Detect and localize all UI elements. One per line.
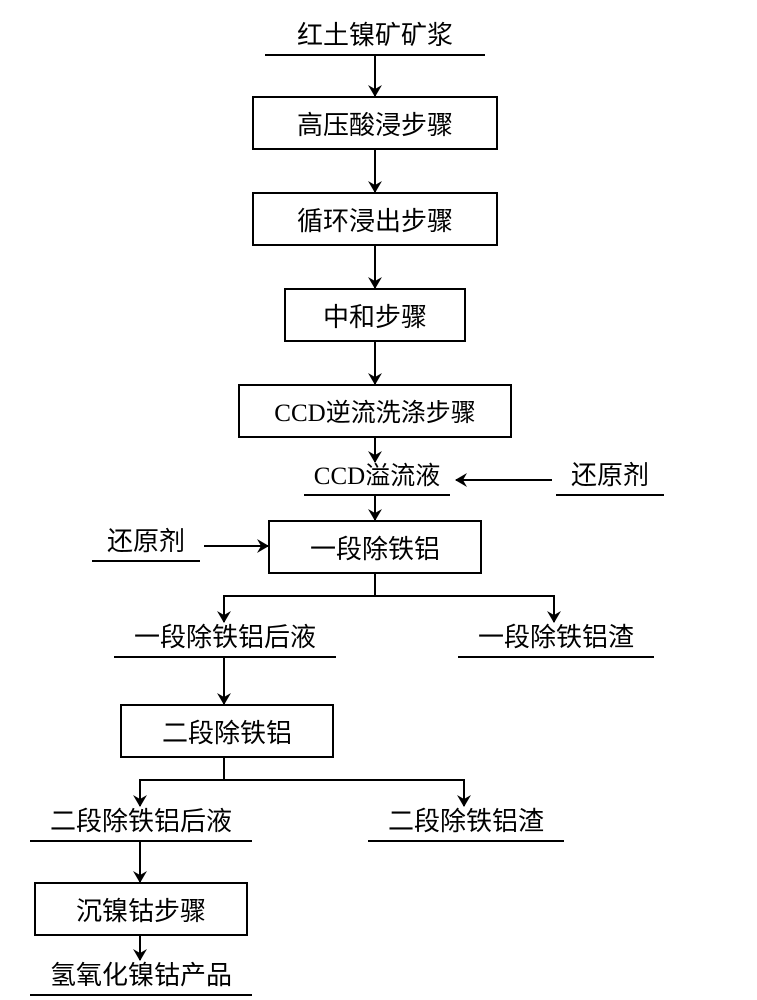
node-acid-leach-step: 高压酸浸步骤 — [252, 96, 498, 150]
node-cycle-leach-step: 循环浸出步骤 — [252, 192, 498, 246]
node-label: 沉镍钴步骤 — [76, 891, 206, 928]
node-label: 一段除铁铝后液 — [134, 617, 316, 654]
node-label: 还原剂 — [107, 521, 185, 558]
node-fe1-liquor: 一段除铁铝后液 — [114, 622, 336, 658]
node-nico-precip-step: 沉镍钴步骤 — [34, 882, 248, 936]
flowchart-canvas: 红土镍矿矿浆 高压酸浸步骤 循环浸出步骤 中和步骤 CCD逆流洗涤步骤 CCD溢… — [0, 0, 757, 1000]
node-label: 二段除铁铝渣 — [388, 801, 544, 838]
node-label: 氢氧化镍钴产品 — [50, 955, 232, 992]
node-fe2-slag: 二段除铁铝渣 — [368, 806, 564, 842]
node-label: 还原剂 — [571, 455, 649, 492]
node-label: 一段除铁铝渣 — [478, 617, 634, 654]
node-ccd-overflow: CCD溢流液 — [304, 462, 450, 496]
node-label: 一段除铁铝 — [310, 529, 440, 566]
node-label: 二段除铁铝 — [162, 713, 292, 750]
node-label: CCD逆流洗涤步骤 — [274, 393, 475, 429]
node-fe-al-removal-2: 二段除铁铝 — [120, 704, 334, 758]
node-reductant-left: 还原剂 — [92, 528, 200, 562]
node-reductant-right: 还原剂 — [556, 462, 664, 496]
node-fe-al-removal-1: 一段除铁铝 — [268, 520, 482, 574]
node-label: 高压酸浸步骤 — [297, 105, 453, 142]
node-product: 氢氧化镍钴产品 — [30, 960, 252, 996]
node-input-slurry: 红土镍矿矿浆 — [265, 20, 485, 56]
node-fe2-liquor: 二段除铁铝后液 — [30, 806, 252, 842]
node-label: 中和步骤 — [323, 297, 427, 334]
node-fe1-slag: 一段除铁铝渣 — [458, 622, 654, 658]
node-label: CCD溢流液 — [314, 456, 440, 492]
node-ccd-wash-step: CCD逆流洗涤步骤 — [238, 384, 512, 438]
node-neutralization-step: 中和步骤 — [284, 288, 466, 342]
node-label: 二段除铁铝后液 — [50, 801, 232, 838]
edges-layer — [0, 0, 757, 1000]
node-label: 循环浸出步骤 — [297, 201, 453, 238]
node-label: 红土镍矿矿浆 — [297, 15, 453, 52]
